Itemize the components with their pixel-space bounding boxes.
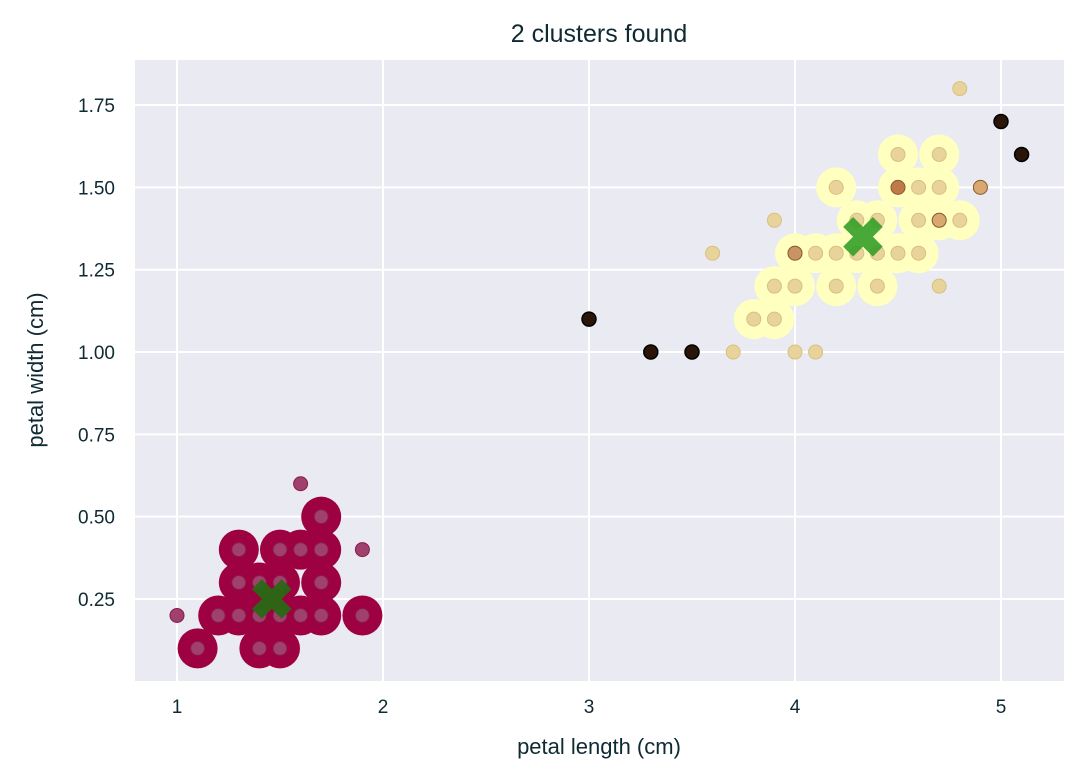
cluster-1-point [869, 278, 885, 294]
y-tick-label: 0.50 [78, 508, 115, 529]
cluster-1-point [828, 278, 844, 294]
y-axis-label: petal width (cm) [23, 292, 48, 447]
cluster-0-point [313, 509, 329, 525]
data-points [169, 81, 1030, 669]
x-tick-label: 5 [996, 697, 1007, 718]
x-axis-label: petal length (cm) [517, 734, 681, 759]
cluster-1-point [911, 245, 927, 261]
cluster-1-point [931, 179, 947, 195]
cluster-1-point [890, 179, 906, 195]
cluster-1-point [766, 212, 782, 228]
chart-title: 2 clusters found [511, 20, 688, 48]
cluster-0-point [354, 542, 370, 558]
cluster-0-point [251, 640, 267, 656]
y-tick-label: 1.25 [78, 261, 115, 282]
noise-point [1013, 146, 1030, 163]
cluster-0-point [313, 575, 329, 591]
cluster-0-point [313, 607, 329, 623]
y-tick-label: 1.50 [78, 178, 115, 199]
cluster-1-point [931, 146, 947, 162]
x-axis-ticks: 1 2 3 4 5 [172, 697, 1007, 718]
cluster-1-point [808, 344, 824, 360]
cluster-1-point [972, 179, 988, 195]
cluster-0-point [293, 607, 309, 623]
cluster-1-point [931, 278, 947, 294]
cluster-1-point [828, 245, 844, 261]
cluster-1-point [808, 245, 824, 261]
cluster-1-point [911, 212, 927, 228]
cluster-1-point [787, 278, 803, 294]
noise-point [993, 113, 1009, 130]
cluster-1-point [766, 278, 782, 294]
noise-point [643, 344, 659, 360]
cluster-1-point [725, 344, 741, 360]
cluster-0-point [231, 575, 247, 591]
cluster-0-point [190, 640, 206, 656]
cluster-0-point [210, 607, 226, 623]
x-tick-label: 2 [378, 697, 389, 718]
cluster-0-point [272, 640, 288, 656]
noise-point [581, 311, 597, 327]
cluster-1-point [890, 245, 906, 261]
cluster-1-point [766, 311, 782, 327]
y-tick-label: 1.75 [78, 96, 115, 117]
cluster-1-point [828, 179, 844, 195]
cluster-1-point [952, 212, 968, 228]
cluster-0-point [272, 542, 288, 558]
cluster-1-point [787, 344, 803, 360]
y-tick-label: 0.75 [78, 425, 115, 446]
x-tick-label: 1 [172, 697, 183, 718]
cluster-1-point [890, 146, 906, 162]
cluster-0-point [354, 607, 370, 623]
cluster-0-point [293, 476, 309, 492]
cluster-1-point [911, 179, 927, 195]
centroid-x-icon [251, 579, 292, 619]
y-axis-ticks: 0.25 0.50 0.75 1.00 1.25 1.50 1.75 [78, 96, 115, 611]
y-tick-label: 0.25 [78, 590, 115, 611]
centroid-x-icon [843, 216, 883, 257]
cluster-0-point [313, 542, 329, 558]
x-tick-label: 3 [584, 697, 595, 718]
y-tick-label: 1.00 [78, 343, 115, 364]
cluster-1-point [705, 245, 721, 261]
cluster-0-point [293, 542, 309, 558]
cluster-1-point [952, 81, 968, 97]
cluster-1-point [931, 212, 947, 228]
cluster-0-point [231, 542, 247, 558]
x-tick-label: 4 [790, 697, 801, 718]
cluster-1-point [746, 311, 762, 327]
noise-point [684, 344, 700, 360]
cluster-0-point [231, 607, 247, 623]
cluster-0-point [169, 607, 185, 623]
cluster-1-point [787, 245, 803, 261]
